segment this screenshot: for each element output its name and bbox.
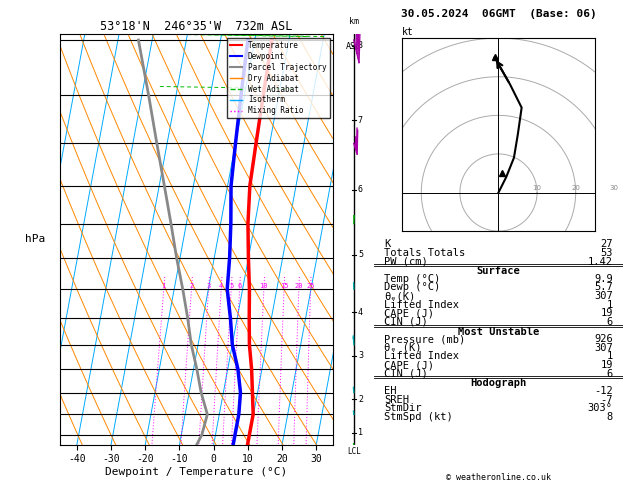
Text: 5: 5: [358, 250, 363, 259]
Text: 9.9: 9.9: [594, 274, 613, 284]
X-axis label: Dewpoint / Temperature (°C): Dewpoint / Temperature (°C): [106, 467, 287, 477]
Text: θₑ(K): θₑ(K): [384, 291, 415, 301]
Text: Lifted Index: Lifted Index: [384, 300, 459, 310]
Text: 19: 19: [600, 308, 613, 318]
Text: Most Unstable: Most Unstable: [458, 327, 539, 337]
Text: 3: 3: [206, 283, 211, 289]
Text: 303°: 303°: [587, 403, 613, 413]
Text: Hodograph: Hodograph: [470, 379, 526, 388]
Text: CIN (J): CIN (J): [384, 317, 428, 327]
Text: 307: 307: [594, 343, 613, 353]
Text: Pressure (mb): Pressure (mb): [384, 334, 465, 344]
Text: θₑ (K): θₑ (K): [384, 343, 421, 353]
Text: 6: 6: [358, 185, 363, 194]
Text: 6: 6: [606, 369, 613, 379]
Text: 8: 8: [358, 41, 363, 51]
Text: 1.42: 1.42: [587, 257, 613, 267]
Text: 25: 25: [306, 283, 314, 289]
Text: Temp (°C): Temp (°C): [384, 274, 440, 284]
Text: 926: 926: [594, 334, 613, 344]
Text: 2: 2: [189, 283, 194, 289]
Text: CAPE (J): CAPE (J): [384, 308, 434, 318]
Text: © weatheronline.co.uk: © weatheronline.co.uk: [446, 473, 551, 482]
Text: 10: 10: [260, 283, 268, 289]
Text: StmSpd (kt): StmSpd (kt): [384, 412, 453, 422]
Text: 15: 15: [280, 283, 288, 289]
Text: -7: -7: [600, 395, 613, 404]
Text: 1: 1: [606, 351, 613, 362]
Text: StmDir: StmDir: [384, 403, 421, 413]
Text: 30: 30: [610, 185, 619, 191]
Text: CIN (J): CIN (J): [384, 369, 428, 379]
Text: 4: 4: [358, 308, 363, 317]
Text: Dewp (°C): Dewp (°C): [384, 282, 440, 293]
Text: 27: 27: [600, 239, 613, 249]
Text: 20: 20: [571, 185, 580, 191]
Text: 19: 19: [600, 360, 613, 370]
Text: 5: 5: [229, 283, 233, 289]
Text: 2: 2: [358, 395, 363, 404]
Text: 1: 1: [162, 283, 166, 289]
Text: PW (cm): PW (cm): [384, 257, 428, 267]
Text: -12: -12: [594, 386, 613, 396]
Text: 7: 7: [358, 116, 363, 125]
Text: Lifted Index: Lifted Index: [384, 351, 459, 362]
Legend: Temperature, Dewpoint, Parcel Trajectory, Dry Adiabat, Wet Adiabat, Isotherm, Mi: Temperature, Dewpoint, Parcel Trajectory…: [227, 38, 330, 119]
Text: 307: 307: [594, 291, 613, 301]
Text: 3: 3: [358, 351, 363, 360]
Text: K: K: [384, 239, 391, 249]
Text: 1: 1: [358, 428, 363, 437]
Text: 53: 53: [600, 248, 613, 258]
Text: Totals Totals: Totals Totals: [384, 248, 465, 258]
Text: Surface: Surface: [477, 266, 520, 276]
Text: 20: 20: [294, 283, 303, 289]
Text: 6: 6: [606, 317, 613, 327]
Text: SREH: SREH: [384, 395, 409, 404]
Text: 8: 8: [606, 412, 613, 422]
Text: CAPE (J): CAPE (J): [384, 360, 434, 370]
Text: LCL: LCL: [347, 447, 361, 456]
Text: ASL: ASL: [347, 42, 361, 51]
Text: hPa: hPa: [25, 234, 45, 244]
Text: EH: EH: [384, 386, 397, 396]
Text: 5.7: 5.7: [594, 282, 613, 293]
Text: 1: 1: [606, 300, 613, 310]
Text: 10: 10: [533, 185, 542, 191]
Text: 4: 4: [219, 283, 223, 289]
Title: 53°18'N  246°35'W  732m ASL: 53°18'N 246°35'W 732m ASL: [101, 20, 292, 33]
Text: 6: 6: [238, 283, 242, 289]
Text: 30.05.2024  06GMT  (Base: 06): 30.05.2024 06GMT (Base: 06): [401, 9, 596, 19]
Text: km: km: [349, 17, 359, 26]
Text: kt: kt: [402, 27, 414, 37]
